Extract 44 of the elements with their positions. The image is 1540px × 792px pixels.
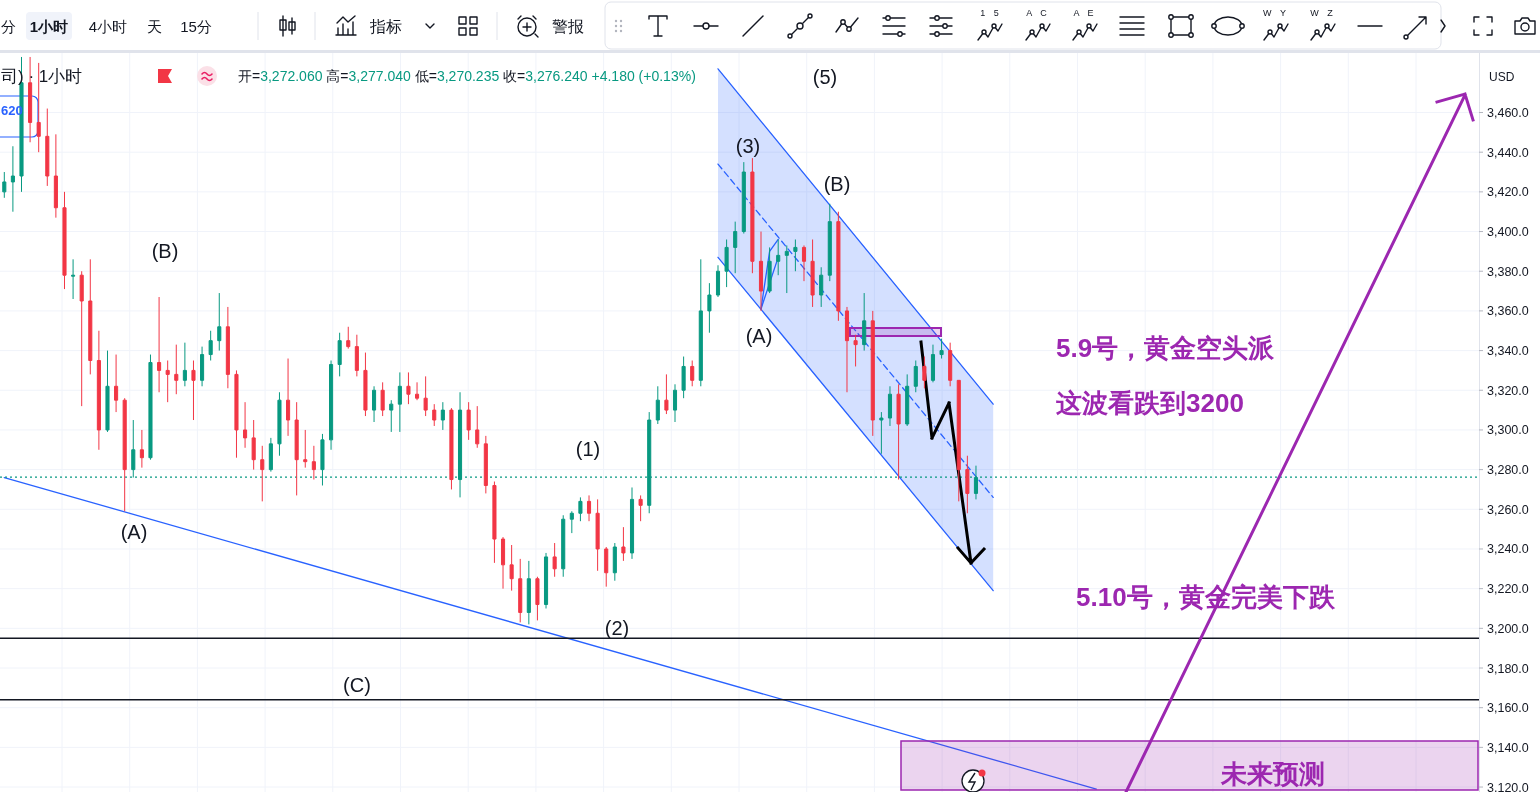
y-tick-label: 3,400.0 <box>1487 225 1529 240</box>
annotation: W Y <box>1263 8 1289 18</box>
y-tick-label: 3,300.0 <box>1487 423 1529 438</box>
y-tick-label: 3,240.0 <box>1487 542 1529 557</box>
annotation: (3) <box>735 135 761 157</box>
y-tick-label: 3,200.0 <box>1487 621 1529 636</box>
y-tick-label: 3,220.0 <box>1487 582 1529 597</box>
annotation: A E <box>1073 8 1097 18</box>
title: 司) · 1小时 <box>1 67 83 86</box>
annotation: (B) <box>151 240 179 262</box>
annotation: 5.9号，黄金空头派 <box>1056 333 1275 363</box>
y-tick-label: 3,160.0 <box>1487 701 1529 716</box>
y-tick-label: 3,440.0 <box>1487 145 1529 160</box>
y-tick-label: 3,260.0 <box>1487 502 1529 517</box>
y-tick-label: 3,180.0 <box>1487 661 1529 676</box>
annotation: (B) <box>823 173 851 195</box>
annotation: (A) <box>120 521 148 543</box>
annotation: 分 <box>1 18 16 35</box>
annotation: 未来预测 <box>1221 759 1325 789</box>
annotation: 15分 <box>180 18 212 35</box>
annotation: 天 <box>146 18 162 35</box>
annotation: 警报 <box>552 18 584 35</box>
annotation: 4小时 <box>88 18 128 35</box>
y-tick-label: 3,460.0 <box>1487 106 1529 120</box>
y-tick-label: 3,360.0 <box>1487 304 1529 319</box>
annotation: (A) <box>745 325 773 347</box>
y-tick-label: 3,420.0 <box>1487 185 1529 200</box>
annotation: A C <box>1026 8 1050 18</box>
annotation: 这波看跌到3200 <box>1056 388 1244 418</box>
annotation: (1) <box>575 438 601 460</box>
y-tick-label: 3,340.0 <box>1487 344 1529 359</box>
annotation: 指标 <box>370 18 402 35</box>
annotation: (2) <box>604 617 630 639</box>
annotation: 1小时 <box>29 18 69 35</box>
annotation: (5) <box>812 66 838 88</box>
y-tick-label: 3,380.0 <box>1487 264 1529 279</box>
y-tick-label: 3,140.0 <box>1487 740 1529 755</box>
annotation: USD <box>1489 70 1515 84</box>
annotation: 开=3,272.060 高=3,277.040 低=3,270.235 收=3,276.240 +4.180 (+0.13%) <box>238 68 696 84</box>
annotation: (C) <box>343 674 371 696</box>
y-tick-label: 3,280.0 <box>1487 463 1529 478</box>
annotation: W Z <box>1310 8 1336 18</box>
annotation: 1 5 <box>980 8 1002 18</box>
y-tick-label: 3,320.0 <box>1487 383 1529 398</box>
